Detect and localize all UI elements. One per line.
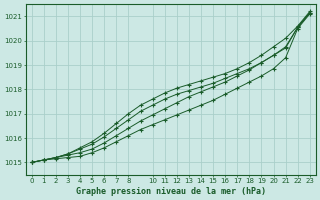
X-axis label: Graphe pression niveau de la mer (hPa): Graphe pression niveau de la mer (hPa) (76, 187, 266, 196)
